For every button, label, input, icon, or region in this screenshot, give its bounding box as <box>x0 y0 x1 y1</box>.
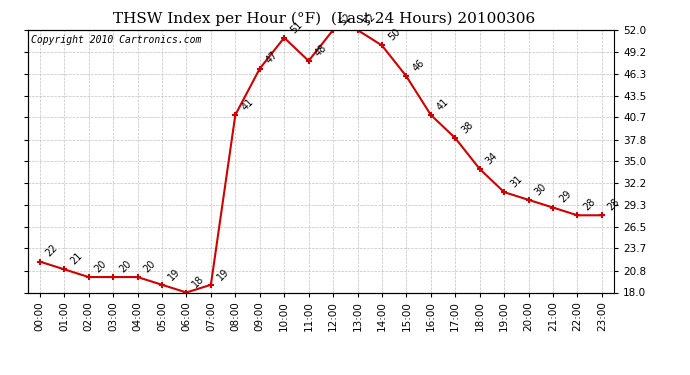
Text: 31: 31 <box>509 174 524 189</box>
Text: 41: 41 <box>239 96 255 112</box>
Text: 50: 50 <box>386 27 402 43</box>
Text: 22: 22 <box>44 243 60 259</box>
Text: 28: 28 <box>582 197 598 213</box>
Text: 52: 52 <box>362 11 377 27</box>
Text: THSW Index per Hour (°F)  (Last 24 Hours) 20100306: THSW Index per Hour (°F) (Last 24 Hours)… <box>113 11 535 26</box>
Text: 28: 28 <box>606 197 622 213</box>
Text: 19: 19 <box>166 266 182 282</box>
Text: 20: 20 <box>93 258 109 274</box>
Text: 46: 46 <box>411 58 426 74</box>
Text: 21: 21 <box>68 251 84 267</box>
Text: 38: 38 <box>460 120 475 135</box>
Text: 18: 18 <box>190 274 206 290</box>
Text: 51: 51 <box>288 19 304 35</box>
Text: 19: 19 <box>215 266 230 282</box>
Text: 47: 47 <box>264 50 279 66</box>
Text: 20: 20 <box>117 258 133 274</box>
Text: 30: 30 <box>533 182 549 197</box>
Text: 41: 41 <box>435 96 451 112</box>
Text: Copyright 2010 Cartronics.com: Copyright 2010 Cartronics.com <box>30 35 201 45</box>
Text: 48: 48 <box>313 42 328 58</box>
Text: 20: 20 <box>141 258 157 274</box>
Text: 52: 52 <box>337 11 353 27</box>
Text: 34: 34 <box>484 150 500 166</box>
Text: 29: 29 <box>557 189 573 205</box>
